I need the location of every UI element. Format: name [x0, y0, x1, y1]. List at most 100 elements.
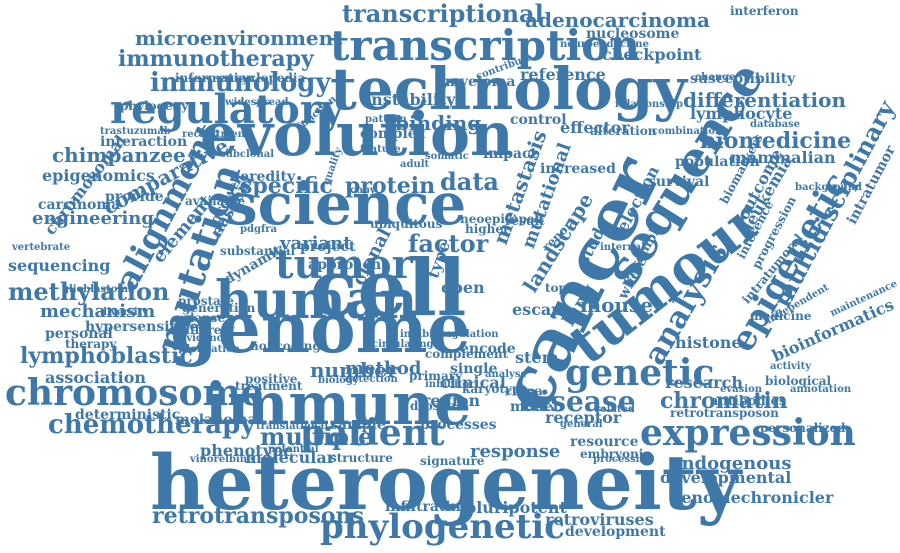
cloud-word: complex [360, 126, 426, 142]
cloud-word: interaction [100, 134, 188, 150]
cloud-word: drosha [410, 399, 456, 413]
cloud-word: regulatory [110, 86, 345, 133]
cloud-word: immune [205, 370, 472, 438]
cloud-word: retrotransposons [152, 503, 364, 529]
cloud-word: glioblastoma [62, 284, 135, 295]
cloud-word: sample [330, 417, 386, 433]
cloud-word: response [470, 441, 561, 462]
cloud-word: effector [560, 118, 630, 137]
cloud-word: neoepitopes [460, 212, 542, 226]
cloud-word: biological [765, 374, 832, 388]
cloud-word: evolution [200, 100, 514, 170]
cloud-word: combination [652, 126, 723, 137]
cloud-word: developmental [660, 468, 792, 487]
cloud-word: factor [408, 229, 489, 258]
cloud-word: related [595, 404, 635, 415]
cloud-word: patient [300, 412, 445, 454]
cloud-word: adenocarcinoma [525, 8, 710, 32]
cloud-word: processing [593, 454, 654, 465]
cloud-word: somatic [425, 151, 469, 162]
cloud-word: lymphoblastic [20, 343, 193, 369]
cloud-word: internal [600, 242, 645, 253]
cloud-word: copy [350, 185, 376, 196]
cloud-word: impact [483, 146, 537, 162]
cloud-word: annotation [790, 384, 852, 395]
cloud-word: activity [770, 361, 812, 372]
cloud-word: genome [170, 289, 471, 369]
cloud-word: subclonal [220, 149, 274, 160]
cloud-word: immunology [150, 68, 331, 98]
cloud-word: retroviruses [545, 510, 654, 529]
cloud-word: molecular [245, 448, 336, 467]
cloud-word: provide [105, 189, 164, 205]
cloud-word: transcriptional [342, 0, 544, 28]
cloud-word: region [422, 391, 481, 410]
cloud-word: lymphocyte [690, 104, 793, 123]
cloud-word: biomedicine [700, 128, 852, 154]
cloud-word: recruitment [182, 129, 250, 140]
cloud-word: protein [345, 173, 436, 199]
cloud-word: method [345, 358, 422, 379]
cloud-word: biology [318, 375, 359, 386]
cloud-word: noncoding [250, 339, 321, 353]
cloud-word: general [560, 419, 603, 430]
cloud-word: structure [330, 451, 393, 465]
cloud-word: elongation [180, 344, 240, 355]
cloud-word: research [665, 373, 743, 392]
cloud-word: phylogenetic [320, 507, 565, 547]
cloud-word: development [565, 524, 666, 540]
cloud-word: chemotherapy [48, 410, 256, 440]
cloud-word: nucleosome [586, 26, 680, 42]
cloud-word: personal [45, 326, 113, 342]
cloud-word: technology [330, 55, 688, 123]
cloud-word: human [215, 270, 418, 331]
cloud-word: specific [240, 173, 333, 199]
cloud-word: embryonic [580, 447, 651, 461]
cloud-word: pattern [365, 114, 407, 125]
cloud-word: vertebrate [12, 242, 71, 253]
cloud-word: diversity [100, 307, 149, 318]
cloud-word: ctdna [505, 384, 543, 398]
cloud-word: cell [310, 243, 467, 334]
cloud-word: epigenomics [42, 166, 155, 185]
cloud-word: number [310, 358, 398, 382]
cloud-word: alteration [590, 124, 657, 138]
cloud-word: immunotherapy [118, 46, 314, 72]
cloud-word: mammalian [730, 148, 836, 167]
cloud-word: deterministic [75, 407, 181, 423]
cloud-word: processes [420, 417, 497, 433]
cloud-word: disease [520, 385, 636, 418]
cloud-word: tumor [275, 241, 413, 288]
cloud-word: pluripotent [465, 498, 567, 517]
cloud-word: complement [425, 347, 509, 361]
cloud-word: susceptibility [690, 71, 796, 87]
cloud-word: result [505, 214, 545, 228]
cloud-word: information [175, 71, 256, 85]
cloud-word: signature [420, 454, 485, 468]
cloud-word: multiple [260, 422, 374, 451]
cloud-word: microenvironment [135, 26, 343, 50]
cloud-word: evidence [180, 333, 230, 344]
cloud-word: generation [182, 301, 256, 315]
cloud-word: analyse [485, 369, 527, 380]
cloud-word: background [795, 182, 862, 193]
cloud-word: substantial [220, 244, 296, 258]
cloud-word: chromosome [5, 372, 264, 414]
cloud-word: engineering [32, 208, 154, 229]
cloud-word: medicine [750, 309, 812, 323]
cloud-word: population [675, 154, 760, 170]
cloud-word: personalized [760, 421, 846, 435]
cloud-word: model [510, 399, 559, 415]
cloud-word: translational [256, 421, 329, 432]
cloud-word: primary [409, 369, 463, 383]
cloud-word: genomechronicler [670, 488, 834, 507]
cloud-word: interferon [730, 4, 799, 18]
cloud-word: change [695, 72, 736, 83]
cloud-word: variant [280, 233, 352, 254]
cloud-word: encyclopedia [218, 71, 306, 85]
cloud-word: reference [520, 65, 606, 84]
cloud-word: pdgfra [240, 224, 278, 235]
cloud-word: open [441, 278, 485, 297]
cloud-word: inhibitor [425, 379, 475, 390]
